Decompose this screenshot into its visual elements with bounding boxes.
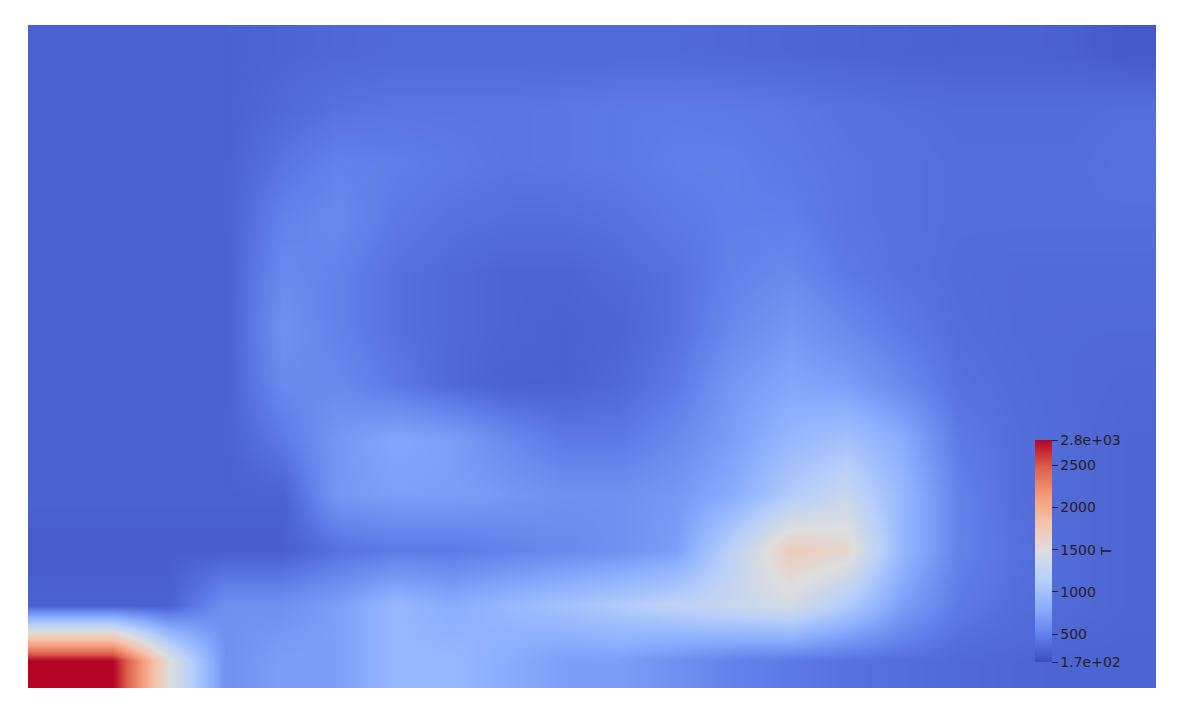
svg-text:T: T (1098, 546, 1114, 556)
svg-text:1500: 1500 (1060, 542, 1096, 558)
svg-text:2500: 2500 (1060, 457, 1096, 473)
svg-text:2.8e+03: 2.8e+03 (1060, 432, 1120, 448)
svg-text:500: 500 (1060, 626, 1087, 642)
svg-text:2000: 2000 (1060, 499, 1096, 515)
svg-text:1000: 1000 (1060, 584, 1096, 600)
svg-text:1.7e+02: 1.7e+02 (1060, 654, 1120, 670)
